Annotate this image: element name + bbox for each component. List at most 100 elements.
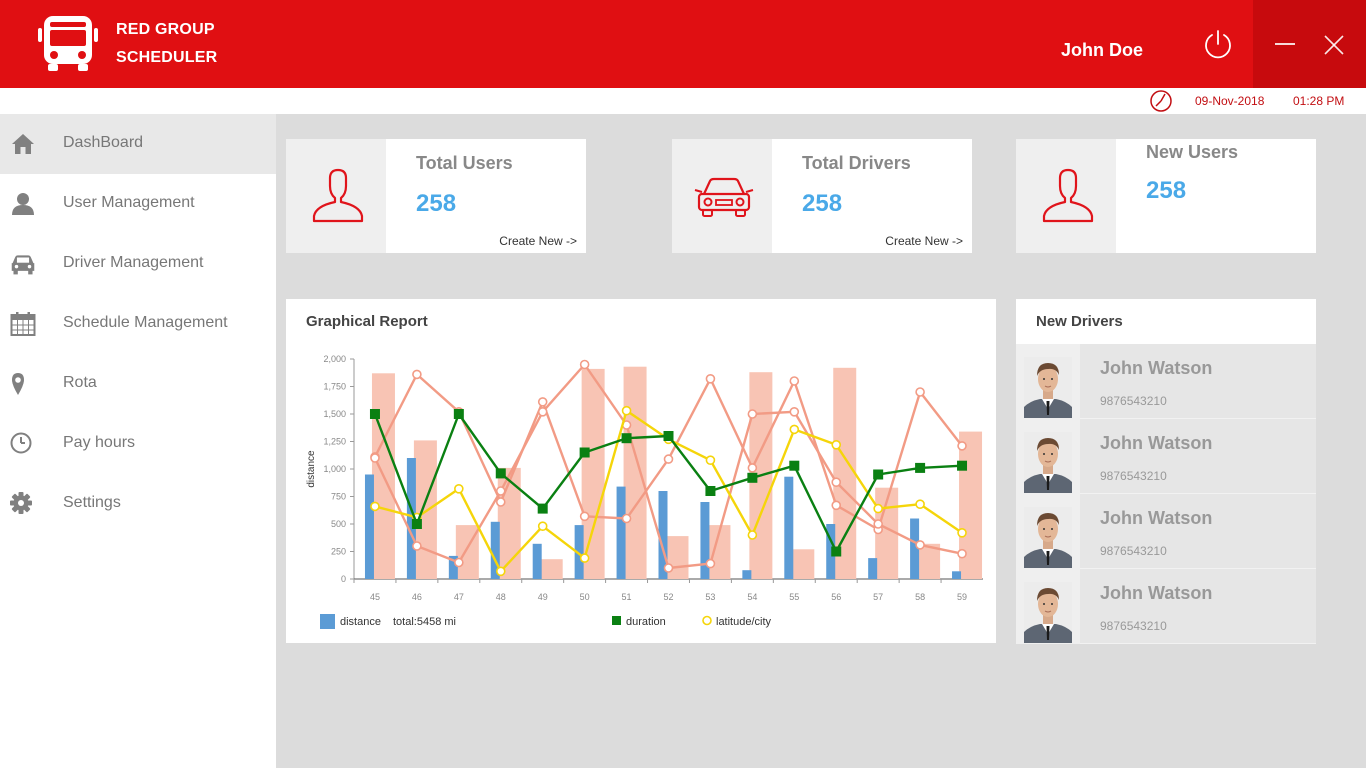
driver-name: John Watson [1100, 508, 1213, 528]
sidebar-item-rota[interactable]: Rota [0, 354, 276, 414]
y-tick-label: 1,000 [323, 464, 346, 474]
card-icon-box [286, 139, 386, 253]
sidebar-item-settings[interactable]: Settings [0, 474, 276, 534]
duration-point [369, 409, 380, 419]
distance-bar [742, 570, 752, 579]
salmon-series-a-point [915, 387, 925, 397]
x-tick-label: 55 [789, 592, 799, 602]
distance-bar [364, 474, 374, 579]
duration-point [621, 433, 632, 444]
y-tick-label: 750 [331, 492, 346, 502]
close-icon[interactable] [1323, 34, 1345, 56]
salmon-series-b-point [957, 548, 967, 559]
user-name[interactable]: John Doe [1061, 40, 1144, 60]
card-icon-box [672, 139, 772, 253]
new-drivers-panel: New Drivers John Watson 9876543210 [1016, 299, 1316, 644]
x-tick-label: 51 [622, 592, 632, 602]
card-title: New Users [1146, 142, 1239, 162]
avatar [1016, 569, 1080, 644]
driver-row[interactable]: John Watson 9876543210 [1016, 569, 1316, 644]
salmon-series-b-point [747, 409, 758, 419]
x-tick-label: 49 [538, 592, 548, 602]
duration-point [495, 468, 506, 479]
salmon-series-a-point [831, 500, 842, 511]
salmon-series-a-point [705, 374, 716, 384]
driver-phone: 9876543210 [1100, 394, 1167, 408]
duration-point [537, 503, 548, 514]
create-new-driver-link[interactable]: Create New -> [885, 234, 963, 248]
user-outline-icon [1042, 168, 1094, 223]
latitude-city-point [831, 440, 842, 450]
salmon-series-b-point [915, 540, 925, 550]
sidebar: DashBoard User Management Driver Managem… [0, 114, 276, 768]
x-tick-label: 58 [915, 592, 925, 602]
driver-avatar [1024, 507, 1072, 568]
driver-phone: 9876543210 [1100, 544, 1167, 558]
window-controls [1253, 0, 1366, 88]
salmon-series-b-point [579, 359, 590, 370]
salmon-series-b-point [705, 558, 716, 569]
driver-row[interactable]: John Watson 9876543210 [1016, 419, 1316, 494]
light-bar [413, 440, 437, 579]
duration-point [453, 409, 464, 419]
sidebar-item-driver-management[interactable]: Driver Management [0, 234, 276, 294]
driver-row[interactable]: John Watson 9876543210 [1016, 494, 1316, 569]
calendar-icon [10, 312, 36, 336]
salmon-series-b-point [454, 557, 464, 568]
new-drivers-title: New Drivers [1036, 313, 1123, 330]
distance-bar [910, 518, 920, 579]
sidebar-item-label: Schedule Management [63, 314, 228, 331]
minimize-icon[interactable] [1275, 42, 1295, 46]
current-time: 01:28 PM [1293, 94, 1345, 108]
sidebar-item-user-management[interactable]: User Management [0, 174, 276, 234]
distance-bar [826, 524, 836, 579]
distance-bar [952, 571, 962, 579]
sidebar-item-label: Pay hours [63, 434, 136, 451]
distance-bar [406, 458, 416, 579]
duration-point [411, 519, 422, 529]
sidebar-item-label: Settings [63, 494, 121, 511]
report-title: Graphical Report [306, 313, 428, 330]
sidebar-item-pay-hours[interactable]: Pay hours [0, 414, 276, 474]
latitude-city-point [915, 499, 925, 509]
distance-bar [616, 486, 626, 579]
driver-name: John Watson [1100, 358, 1213, 378]
y-tick-label: 500 [331, 519, 346, 529]
clock-icon [1150, 90, 1172, 112]
y-tick-label: 1,500 [323, 409, 346, 419]
current-date: 09-Nov-2018 [1195, 94, 1265, 108]
x-tick-label: 45 [370, 592, 380, 602]
duration-point [831, 546, 842, 557]
distance-bar [532, 543, 542, 579]
report-chart: 0 250 500 750 1,000 1,250 1,500 1,750 2,000 dista… [306, 354, 983, 629]
latitude-city-point [789, 424, 800, 435]
duration-point [789, 460, 800, 471]
sidebar-item-label: User Management [63, 194, 195, 211]
duration-point [579, 447, 590, 458]
light-bar [623, 366, 647, 579]
driver-name: John Watson [1100, 433, 1213, 453]
driver-avatar [1024, 432, 1072, 493]
avatar [1016, 419, 1080, 494]
driver-avatar [1024, 357, 1072, 418]
create-new-user-link[interactable]: Create New -> [499, 234, 577, 248]
map-pin-icon [12, 373, 24, 395]
sidebar-item-dashboard[interactable]: DashBoard [0, 114, 276, 174]
gear-icon [10, 492, 32, 514]
light-bar [539, 559, 563, 579]
duration-point [705, 486, 716, 496]
distance-bar [448, 555, 458, 579]
y-tick-label: 250 [331, 547, 346, 557]
power-icon[interactable] [1202, 28, 1234, 60]
date-bar: 09-Nov-2018 01:28 PM [0, 88, 1366, 114]
driver-avatar [1024, 582, 1072, 643]
y-tick-label: 1,750 [323, 382, 346, 392]
salmon-series-a-point [789, 376, 800, 386]
latitude-city-point [537, 521, 548, 531]
distance-bar [784, 476, 794, 579]
driver-row[interactable]: John Watson 9876543210 [1016, 344, 1316, 419]
light-bar [581, 368, 605, 579]
sidebar-item-schedule-management[interactable]: Schedule Management [0, 294, 276, 354]
clock-icon [10, 432, 32, 454]
distance-bar [658, 491, 668, 579]
